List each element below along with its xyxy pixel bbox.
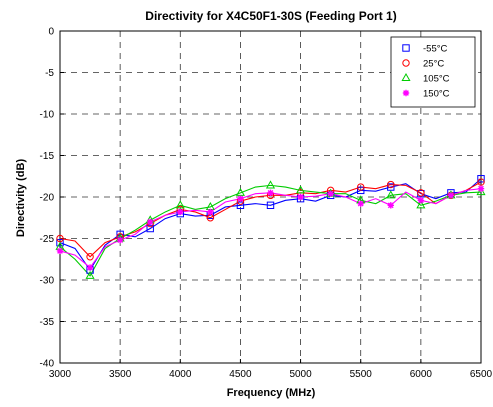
legend-label: 150°C — [423, 89, 450, 100]
y-tick-label: -25 — [40, 234, 55, 245]
data-point — [296, 185, 306, 194]
data-point — [147, 218, 154, 226]
data-point — [357, 200, 364, 207]
data-point — [477, 178, 485, 186]
data-point — [387, 180, 395, 189]
x-axis-label: Frequency (MHz) — [227, 387, 316, 399]
data-point — [357, 186, 365, 195]
legend-marker — [402, 89, 410, 97]
data-point — [387, 202, 394, 209]
x-tick-label: 5500 — [350, 369, 373, 380]
data-point — [56, 238, 64, 247]
y-tick-label: -5 — [45, 68, 54, 79]
legend-box — [390, 36, 476, 108]
y-axis-ticks: 0 -5 -10 -15 -20 -25 -30 -35 -40 — [40, 27, 64, 370]
data-point — [116, 236, 124, 244]
legend-label: 105°C — [423, 74, 450, 85]
x-axis-ticks: 3000 3500 4000 4500 5000 5500 6000 6500 — [49, 359, 493, 380]
y-tick-label: 0 — [48, 27, 54, 38]
x-tick-label: 3000 — [49, 369, 72, 380]
data-point — [146, 224, 154, 233]
data-point — [266, 201, 275, 210]
series-points-star — [56, 185, 485, 271]
data-point — [387, 183, 395, 191]
data-point — [86, 253, 94, 261]
data-point — [237, 195, 244, 202]
series-line-triangle — [59, 184, 482, 277]
data-point — [56, 247, 64, 255]
legend-marker — [401, 72, 411, 82]
data-point — [297, 193, 304, 201]
data-point — [327, 190, 334, 197]
data-point — [267, 189, 274, 197]
data-point — [56, 234, 64, 243]
data-point — [85, 270, 95, 279]
x-tick-label: 5000 — [289, 369, 312, 380]
legend-marker — [402, 44, 410, 52]
y-tick-label: -35 — [40, 317, 55, 328]
x-tick-label: 4500 — [229, 369, 252, 380]
data-point — [236, 201, 245, 210]
legend-marker — [402, 59, 410, 67]
legend-label: -55°C — [423, 44, 448, 55]
x-tick-label: 3500 — [109, 369, 132, 380]
y-tick-label: -10 — [40, 110, 55, 121]
series-markers — [55, 175, 486, 279]
data-point — [86, 264, 94, 271]
y-tick-label: -30 — [40, 276, 55, 287]
y-tick-label: -15 — [40, 151, 55, 162]
data-point — [417, 189, 425, 197]
x-tick-label: 6500 — [470, 369, 493, 380]
y-axis-label: Directivity (dB) — [15, 159, 27, 238]
x-tick-label: 6000 — [410, 369, 433, 380]
data-point — [477, 175, 485, 183]
data-point — [447, 192, 455, 199]
data-point — [207, 208, 214, 216]
data-point — [477, 185, 485, 192]
data-point — [417, 197, 425, 204]
data-point — [177, 208, 184, 216]
legend-label: 25°C — [423, 59, 444, 70]
x-tick-label: 4000 — [169, 369, 192, 380]
data-point — [265, 180, 276, 189]
data-point — [416, 200, 426, 209]
data-point — [357, 183, 365, 191]
y-tick-label: -20 — [40, 193, 55, 204]
y-tick-label: -40 — [40, 359, 55, 370]
data-point — [386, 190, 396, 199]
chart-title: Directivity for X4C50F1-30S (Feeding Por… — [145, 9, 396, 23]
data-point — [175, 200, 185, 209]
legend: -55°C 25°C 105°C 150°C — [390, 36, 476, 108]
data-point — [235, 187, 245, 196]
